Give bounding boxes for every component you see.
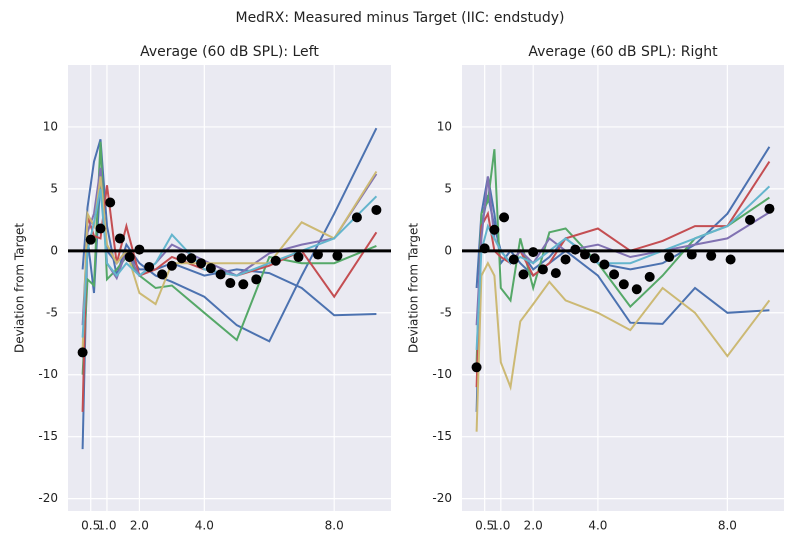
mean-point (371, 204, 382, 215)
y-tick-label: -5 (440, 305, 452, 319)
y-axis-label: Deviation from Target (407, 223, 421, 353)
mean-point (332, 250, 343, 261)
mean-point (579, 249, 590, 260)
mean-point (251, 274, 262, 285)
y-tick-label: 5 (444, 181, 452, 195)
y-tick-label: 0 (444, 243, 452, 257)
mean-point (686, 249, 697, 260)
x-tick-label: 4.0 (588, 519, 607, 533)
mean-point (176, 253, 187, 264)
mean-point (134, 244, 145, 255)
mean-point (764, 203, 775, 214)
series-line (475, 149, 770, 363)
mean-point (215, 269, 226, 280)
mean-point (95, 223, 106, 234)
mean-point (124, 252, 135, 263)
y-tick-label: 10 (437, 119, 452, 133)
mean-point (489, 224, 500, 235)
mean-point (589, 253, 600, 264)
axes-title: Average (60 dB SPL): Left (140, 44, 319, 60)
mean-point (166, 260, 177, 271)
y-tick-label: 0 (50, 243, 58, 257)
x-tick-label: 8.0 (718, 519, 737, 533)
x-tick-label: 4.0 (195, 519, 214, 533)
y-tick-label: -15 (432, 429, 452, 443)
mean-point (550, 268, 561, 279)
y-tick-label: -5 (46, 305, 58, 319)
mean-point (205, 263, 216, 274)
x-tick-label: 8.0 (325, 519, 344, 533)
mean-point (570, 244, 581, 255)
x-tick-label: 1.0 (97, 519, 116, 533)
mean-point (499, 212, 510, 223)
mean-point (725, 254, 736, 265)
mean-point (479, 243, 490, 254)
y-axis-label: Deviation from Target (13, 223, 27, 353)
mean-point (618, 279, 629, 290)
x-tick-label: 1.0 (491, 519, 510, 533)
y-tick-label: 10 (43, 119, 58, 133)
mean-point (508, 254, 519, 265)
series-line (81, 185, 378, 412)
mean-point (644, 271, 655, 282)
mean-point (537, 264, 548, 275)
series-line (475, 261, 771, 432)
mean-point (528, 247, 539, 258)
mean-point (745, 214, 756, 225)
y-tick-label: 5 (50, 181, 58, 195)
mean-point (186, 253, 197, 264)
mean-point (471, 362, 482, 373)
mean-point (157, 269, 168, 280)
x-tick-label: 0.5 (475, 519, 494, 533)
y-tick-label: -20 (38, 491, 58, 505)
mean-point (664, 252, 675, 263)
mean-point (293, 252, 304, 263)
mean-point (351, 212, 362, 223)
mean-point (312, 249, 323, 260)
y-tick-label: -15 (38, 429, 58, 443)
mean-point (609, 269, 620, 280)
mean-point (225, 278, 236, 289)
mean-point (85, 234, 96, 245)
mean-point (114, 233, 125, 244)
series-line (81, 141, 377, 375)
mean-point (560, 254, 571, 265)
mean-point (238, 279, 249, 290)
y-tick-label: -10 (38, 367, 58, 381)
mean-point (196, 258, 207, 269)
mean-point (270, 255, 281, 266)
plot-area (68, 65, 391, 511)
mean-point (706, 250, 717, 261)
mean-point (631, 284, 642, 295)
mean-point (518, 269, 529, 280)
y-tick-label: -10 (432, 367, 452, 381)
mean-point (77, 347, 88, 358)
y-tick-label: -20 (432, 491, 452, 505)
x-tick-label: 2.0 (524, 519, 543, 533)
mean-point (599, 259, 610, 270)
axes-title: Average (60 dB SPL): Right (528, 44, 718, 60)
x-tick-label: 2.0 (130, 519, 149, 533)
mean-point (144, 261, 155, 272)
figure-title: MedRX: Measured minus Target (IIC: endst… (235, 10, 564, 26)
mean-point (105, 197, 116, 208)
x-tick-label: 0.5 (81, 519, 100, 533)
